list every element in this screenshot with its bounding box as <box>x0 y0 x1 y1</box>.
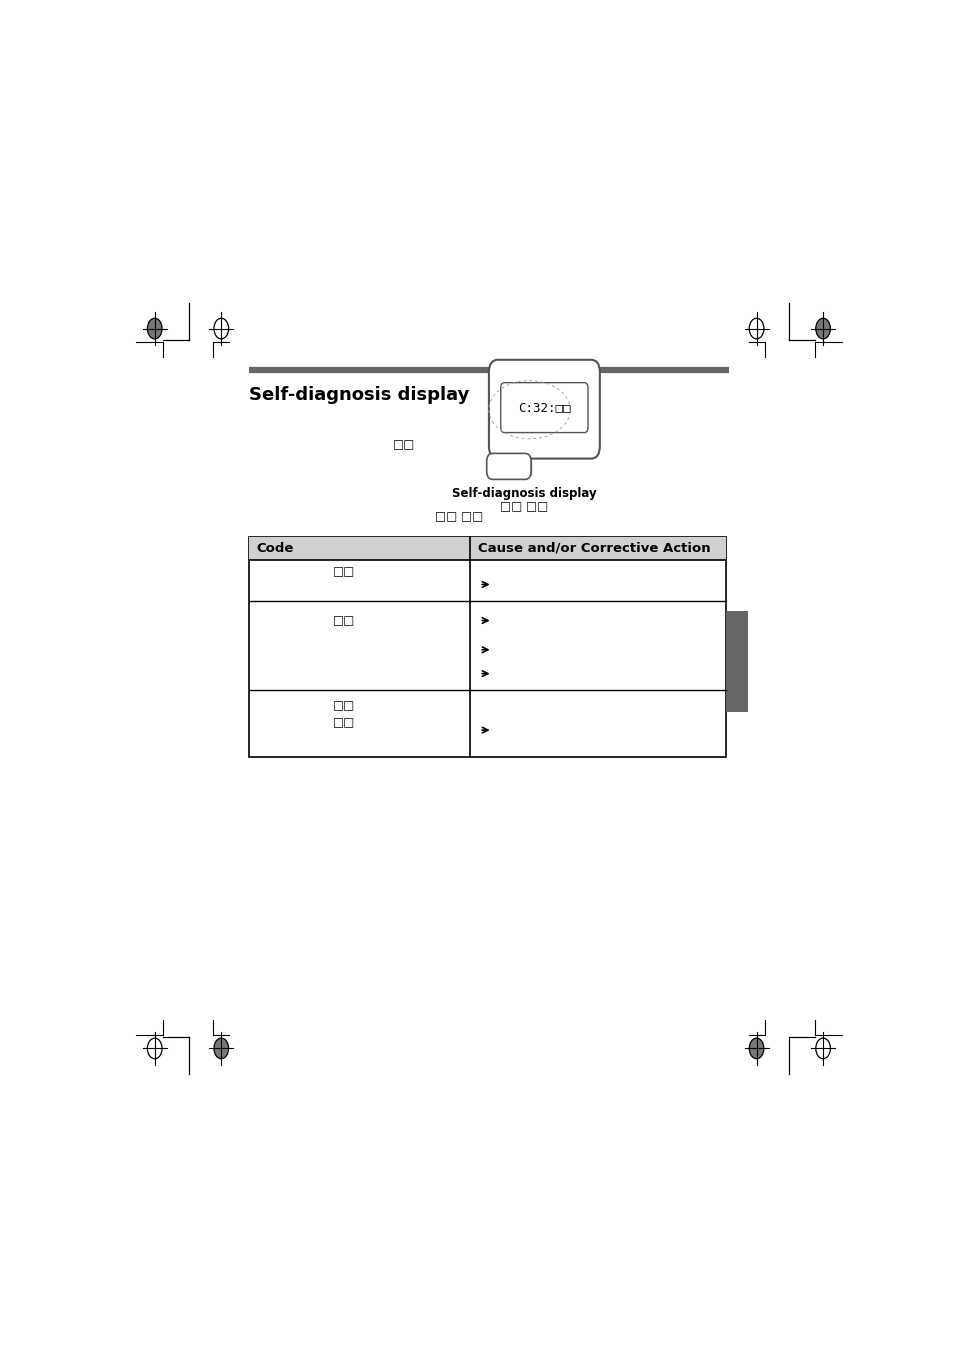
Bar <box>249 536 724 559</box>
Text: C:32:□□: C:32:□□ <box>517 401 570 415</box>
Text: Self-diagnosis display: Self-diagnosis display <box>249 386 469 404</box>
Text: □□: □□ <box>333 615 355 627</box>
Text: □□ □□: □□ □□ <box>499 500 548 513</box>
Text: □□: □□ <box>333 566 355 578</box>
Text: Cause and/or Corrective Action: Cause and/or Corrective Action <box>477 542 710 554</box>
Text: Code: Code <box>255 542 294 554</box>
FancyBboxPatch shape <box>500 382 587 432</box>
Bar <box>724 611 747 712</box>
Circle shape <box>213 1038 229 1059</box>
Circle shape <box>748 1038 763 1059</box>
FancyBboxPatch shape <box>486 454 531 480</box>
Text: Self-diagnosis display: Self-diagnosis display <box>452 486 596 500</box>
Circle shape <box>148 319 162 339</box>
Circle shape <box>815 319 829 339</box>
Text: □□ □□: □□ □□ <box>435 511 483 524</box>
Text: □□
□□: □□ □□ <box>333 700 355 730</box>
Text: □□: □□ <box>393 439 415 451</box>
FancyBboxPatch shape <box>488 359 599 458</box>
Bar <box>249 536 724 757</box>
